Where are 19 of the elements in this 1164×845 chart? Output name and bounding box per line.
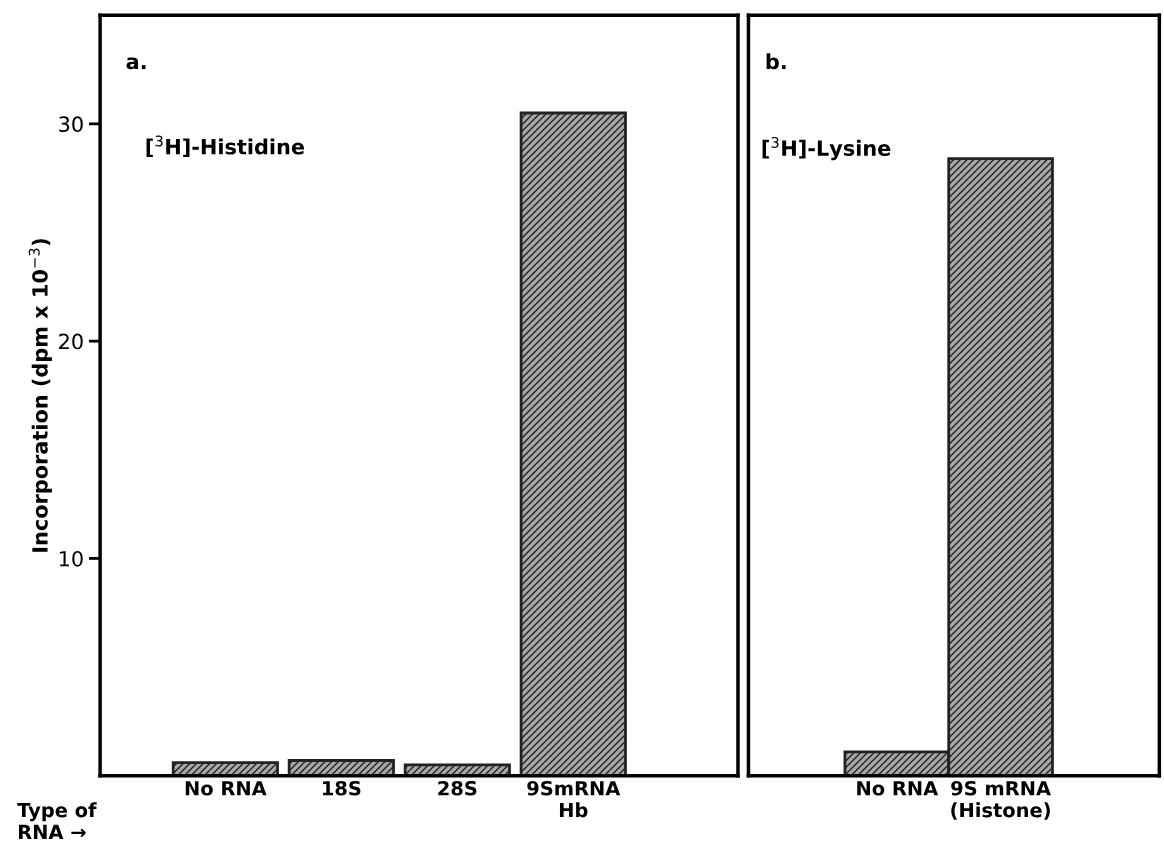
text: b.	[766, 53, 786, 70]
x-tick-label: 9S mRNA (Histone)	[951, 780, 1051, 820]
y-tick-label: 30	[59, 116, 83, 133]
y-tick-label: 20	[59, 333, 83, 350]
annotation: [$^{3}$H]-Histidine	[146, 135, 305, 158]
bar	[403, 763, 511, 776]
y-axis-title: Incorporation (dpm x 10$^{−3}$)	[28, 239, 52, 552]
x-tick-label: 18S	[323, 780, 361, 796]
annotation: [$^{3}$H]-Lysine	[762, 136, 891, 161]
y-tick-label: 10	[59, 550, 83, 567]
text: Type of RNA →	[17, 802, 97, 840]
bar	[171, 761, 279, 776]
x-tick-label: 9SmRNA Hb	[527, 780, 621, 818]
x-tick-label: No RNA	[857, 781, 939, 796]
text: a.	[126, 57, 146, 70]
bar	[287, 759, 395, 776]
x-tick-label: No RNA	[185, 781, 267, 796]
bar	[519, 111, 627, 776]
x-tick-label: 28S	[438, 780, 477, 796]
